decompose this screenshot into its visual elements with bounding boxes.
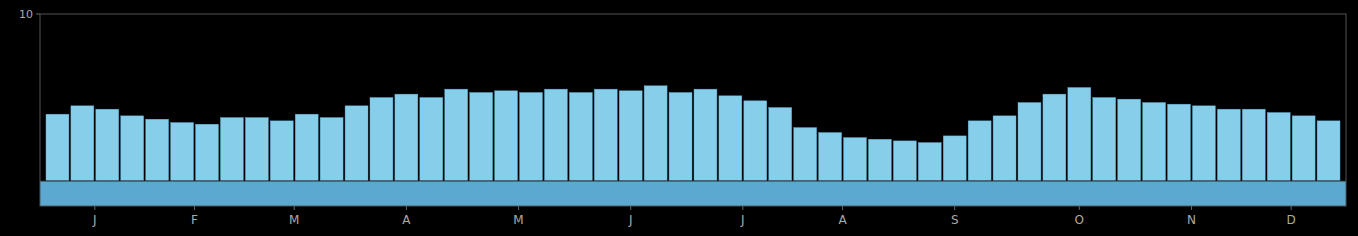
bar (1143, 102, 1166, 180)
x-tick (518, 206, 519, 210)
bar (370, 97, 393, 180)
bar (1192, 106, 1215, 181)
bar (943, 136, 966, 181)
bar (146, 119, 169, 181)
bar (644, 86, 667, 181)
x-tick (1191, 206, 1192, 210)
x-tick-label: A (838, 213, 847, 227)
bar (270, 121, 293, 181)
x-tick (294, 206, 295, 210)
x-tick (742, 206, 743, 210)
x-tick-label: J (740, 213, 745, 227)
x-tick (94, 206, 95, 210)
band (40, 181, 1346, 206)
bar (669, 92, 692, 180)
background (0, 0, 1358, 236)
bar (46, 114, 69, 181)
x-tick-label: F (191, 213, 198, 227)
bar (295, 114, 318, 181)
x-tick (406, 206, 407, 210)
x-tick-label: J (628, 213, 633, 227)
x-tick-label: D (1287, 213, 1296, 227)
bar (544, 89, 567, 181)
bar (1018, 102, 1041, 180)
x-tick (954, 206, 955, 210)
y-tick (36, 14, 40, 15)
bar (445, 89, 468, 181)
plot-area (40, 86, 1346, 206)
bar (395, 94, 418, 181)
x-tick-label: J (92, 213, 97, 227)
bar (744, 101, 767, 181)
bar (794, 128, 817, 181)
bar (1043, 94, 1066, 181)
bar (71, 106, 94, 181)
bar (345, 106, 368, 181)
x-tick (1291, 206, 1292, 210)
bar (918, 143, 941, 181)
bar (619, 91, 642, 181)
x-tick-label: A (402, 213, 411, 227)
y-tick-label: 10 (19, 8, 33, 21)
bar (1068, 87, 1091, 180)
zero-line (40, 180, 1346, 181)
bar (968, 121, 991, 181)
bar (96, 109, 119, 181)
bar (245, 118, 268, 181)
bar (694, 89, 717, 181)
bar (1168, 104, 1191, 181)
bar (121, 116, 144, 181)
bar (719, 96, 742, 181)
bar (196, 124, 219, 181)
bar (569, 92, 592, 180)
bar (320, 118, 343, 181)
bar (1093, 97, 1116, 180)
x-tick (630, 206, 631, 210)
bar (893, 141, 916, 181)
chart: 10 J F M A M J J A S O N D (0, 0, 1358, 236)
bar (868, 139, 891, 181)
bar (520, 92, 543, 180)
bar (993, 116, 1016, 181)
bar (1317, 121, 1340, 181)
bar (171, 123, 194, 181)
x-tick-label: S (951, 213, 959, 227)
bar (470, 92, 493, 180)
bar (1242, 109, 1265, 181)
bar (819, 133, 842, 181)
x-tick (842, 206, 843, 210)
bar (1292, 116, 1315, 181)
x-tick-label: N (1187, 213, 1196, 227)
bar (1118, 99, 1141, 181)
bar (420, 97, 443, 180)
x-tick-label: M (513, 213, 523, 227)
x-tick-label: O (1075, 213, 1084, 227)
bar (495, 91, 518, 181)
bar (594, 89, 617, 181)
bar (844, 138, 867, 181)
bar (1217, 109, 1240, 181)
plot-frame (40, 14, 1346, 206)
bar (769, 107, 792, 180)
x-tick (194, 206, 195, 210)
x-tick-label: M (289, 213, 299, 227)
bar (220, 118, 243, 181)
bar (1267, 113, 1290, 181)
x-tick (1079, 206, 1080, 210)
